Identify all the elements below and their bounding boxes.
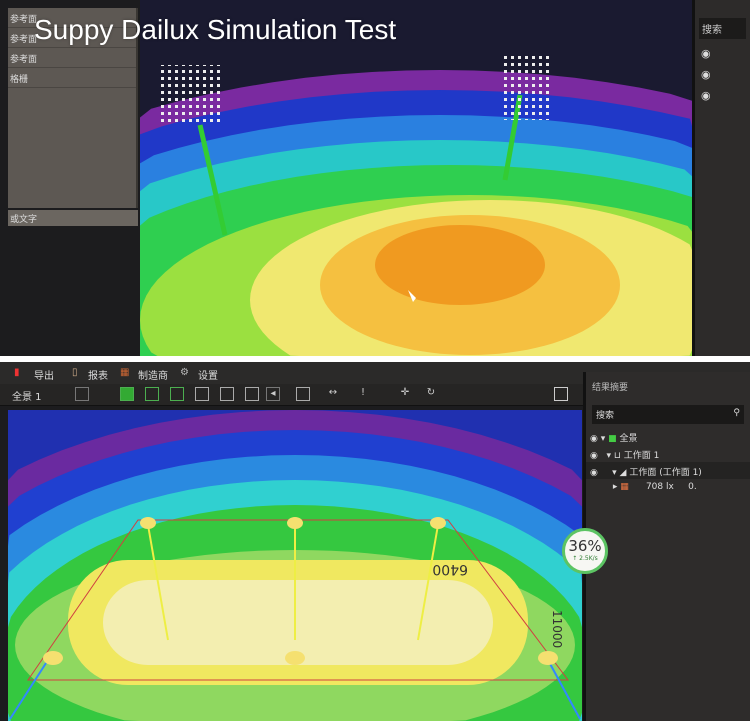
scene-selector[interactable]: 全景 1 [12,392,42,403]
export-icon: ▮ [14,367,20,378]
luminaire [285,651,305,665]
top-illuminance-view[interactable] [140,0,692,356]
report-button[interactable]: 报表 [88,371,108,382]
luminaire [430,517,446,529]
height-icon[interactable]: ! [360,387,365,398]
left-panel-row[interactable]: 参考面 [8,48,136,68]
luminaire [287,517,303,529]
main-toolbar: ▮ 导出 ▯ 报表 ▦ 制造商 ⚙ 设置 [0,362,750,384]
search-input[interactable]: 搜索 [699,18,746,39]
tree-item[interactable]: ▸ ▦ 708 lx 0. [590,482,697,492]
bottom-photo: ▮ 导出 ▯ 报表 ▦ 制造商 ⚙ 设置 全景 1 ◂ ↔ ! ✛ ↻ [0,362,750,721]
luminaire-pole [9,659,49,720]
top-photo: Suppy Dailux Simulation Test 参考面 参考面 参考面… [0,0,750,356]
dimension-label: 11000 [550,610,564,648]
left-panel-footer[interactable]: 或文字 [8,210,138,226]
search-input[interactable]: 搜索 [596,411,615,421]
manufacturer-icon: ▦ [120,367,130,378]
tree-label: 工作面 (工作面 1) [629,468,702,478]
cube-view-icon[interactable] [195,387,209,401]
caption: Suppy Dailux Simulation Test [34,14,397,45]
room-icon: ⊔ [613,451,621,461]
bottom-illuminance-view[interactable]: 6400 11000 [8,410,582,721]
luminaire-pole [547,659,581,720]
left-panel-row[interactable]: 格栅 [8,68,136,88]
luminaire [538,651,558,665]
luminaire-pole [197,124,228,236]
contour-lightyellow [103,580,493,665]
measure-icon[interactable]: ↔ [328,387,338,398]
export-button[interactable]: 导出 [34,371,54,382]
left-panel: 参考面 参考面 参考面 格栅 [8,8,138,208]
workplane-icon: ◢ [619,468,627,478]
luminaire-array [500,55,550,120]
contours [140,70,692,356]
cube-view-icon[interactable] [170,387,184,401]
luminaire [43,651,63,665]
tree-label: 工作面 1 [623,451,660,461]
cube-view-icon[interactable] [220,387,234,401]
settings-button[interactable]: 设置 [198,371,218,382]
view-toolbar: 全景 1 ◂ ↔ ! ✛ ↻ [0,384,750,406]
solid-view-icon[interactable] [120,387,134,401]
gear-icon: ⚙ [180,367,189,378]
rotate-icon[interactable]: ↻ [426,387,436,398]
progress-percent: 36% [568,537,602,555]
work-plane-outline [27,519,569,681]
left-panel-row[interactable]: 参考面 [8,8,136,28]
progress-rate: ↑ 2.5K/s [572,555,598,562]
results-title: 结果摘要 [592,383,629,393]
cube-view-icon[interactable] [245,387,259,401]
luminaire-pole [147,524,169,641]
top-right-panel: 搜索 ◉ ◉ ◉ [692,0,750,356]
luminaire [140,517,156,529]
search-icon[interactable]: ⚲ [733,408,740,418]
eye-icon[interactable]: ◉ [701,68,711,81]
tree-label: 全景 [619,434,638,444]
eye-icon[interactable]: ◉ [590,434,598,444]
illuminance-unit: lx [666,482,674,492]
tree-item[interactable]: ◉ ▾ ◢ 工作面 (工作面 1) [586,462,750,479]
results-panel: 结果摘要 搜索 ⚲ ◉ ▾ ■ 全景 ◉ ▾ ⊔ 工作面 1 ◉ ▾ ◢ 工作面 … [583,372,750,721]
collapse-arrow-icon[interactable]: ◂ [266,387,280,401]
grid-result-icon: ▦ [620,482,629,492]
luminaires [43,517,558,665]
manufacturer-button[interactable]: 制造商 [138,371,168,382]
monitor-icon[interactable] [554,387,568,401]
contour-orange [375,225,545,305]
dimension-label: 6400 [432,561,468,577]
progress-badge: 36% ↑ 2.5K/s [562,528,608,574]
camera-view-icon[interactable] [75,387,89,401]
eye-icon[interactable]: ◉ [701,47,711,60]
mouse-cursor-icon [408,290,416,302]
results-search[interactable]: 搜索 ⚲ [592,405,744,424]
tree-item[interactable]: ◉ ▾ ⊔ 工作面 1 [590,451,660,461]
fit-view-icon[interactable] [296,387,310,401]
tree-item[interactable]: ◉ ▾ ■ 全景 [590,434,638,444]
plan-view-icon[interactable] [145,387,159,401]
move-icon[interactable]: ✛ [400,387,410,398]
scene-icon: ■ [608,434,617,444]
eye-icon[interactable]: ◉ [590,451,598,461]
luminaire-pole [417,524,439,641]
illuminance-value: 708 [645,482,664,492]
luminaire-array [160,65,220,125]
eye-icon[interactable]: ◉ [590,468,598,478]
report-icon: ▯ [72,367,78,378]
truncated-value: 0. [688,482,697,492]
eye-icon[interactable]: ◉ [701,89,711,102]
left-panel-row[interactable]: 参考面 [8,28,136,48]
